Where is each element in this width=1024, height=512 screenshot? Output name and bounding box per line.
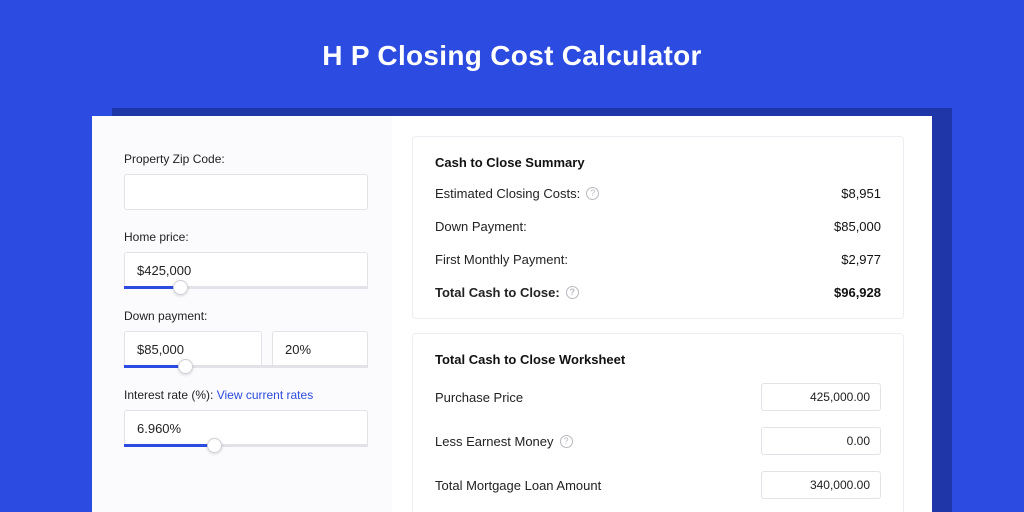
page-title: H P Closing Cost Calculator	[0, 0, 1024, 72]
slider-track	[124, 444, 368, 447]
worksheet-row-label: Total Mortgage Loan Amount	[435, 478, 601, 493]
slider-thumb[interactable]	[207, 438, 222, 453]
slider-fill	[124, 286, 178, 289]
summary-row-value: $96,928	[834, 285, 881, 300]
summary-row: First Monthly Payment: $2,977	[435, 252, 881, 267]
summary-row-label: First Monthly Payment:	[435, 252, 568, 267]
slider-fill	[124, 365, 183, 368]
home-price-field-group: Home price:	[124, 230, 368, 289]
interest-rate-field-group: Interest rate (%): View current rates	[124, 388, 368, 447]
results-column: Cash to Close Summary Estimated Closing …	[392, 116, 932, 512]
view-rates-link[interactable]: View current rates	[217, 388, 314, 402]
worksheet-row-input[interactable]	[761, 427, 881, 455]
page-background: H P Closing Cost Calculator Property Zip…	[0, 0, 1024, 512]
summary-row: Down Payment: $85,000	[435, 219, 881, 234]
worksheet-row: Purchase Price	[435, 383, 881, 411]
worksheet-row-label: Less Earnest Money?	[435, 434, 573, 449]
down-payment-percent-input[interactable]	[272, 331, 368, 367]
home-price-input[interactable]	[124, 252, 368, 288]
summary-row-label: Estimated Closing Costs:?	[435, 186, 599, 201]
summary-row-label: Total Cash to Close:?	[435, 285, 579, 300]
down-payment-row	[124, 331, 368, 367]
interest-rate-label: Interest rate (%): View current rates	[124, 388, 368, 402]
slider-track	[124, 365, 368, 368]
home-price-label: Home price:	[124, 230, 368, 244]
worksheet-row-input[interactable]	[761, 471, 881, 499]
summary-row: Total Cash to Close:? $96,928	[435, 285, 881, 300]
worksheet-row-input[interactable]	[761, 383, 881, 411]
summary-row-value: $85,000	[834, 219, 881, 234]
help-icon[interactable]: ?	[560, 435, 573, 448]
summary-row-label: Down Payment:	[435, 219, 527, 234]
help-icon[interactable]: ?	[566, 286, 579, 299]
summary-row: Estimated Closing Costs:? $8,951	[435, 186, 881, 201]
worksheet-card: Total Cash to Close Worksheet Purchase P…	[412, 333, 904, 512]
home-price-slider[interactable]	[124, 286, 368, 289]
worksheet-row: Total Mortgage Loan Amount	[435, 471, 881, 499]
interest-rate-slider[interactable]	[124, 444, 368, 447]
inputs-column: Property Zip Code: Home price: Down paym…	[92, 116, 392, 512]
calculator-card: Property Zip Code: Home price: Down paym…	[92, 116, 932, 512]
summary-title: Cash to Close Summary	[435, 155, 881, 170]
down-payment-label: Down payment:	[124, 309, 368, 323]
slider-thumb[interactable]	[173, 280, 188, 295]
down-payment-field-group: Down payment:	[124, 309, 368, 368]
down-payment-amount-input[interactable]	[124, 331, 262, 367]
interest-rate-label-text: Interest rate (%):	[124, 388, 217, 402]
worksheet-row: Less Earnest Money?	[435, 427, 881, 455]
zip-input[interactable]	[124, 174, 368, 210]
summary-card: Cash to Close Summary Estimated Closing …	[412, 136, 904, 319]
summary-row-value: $2,977	[841, 252, 881, 267]
worksheet-title: Total Cash to Close Worksheet	[435, 352, 881, 367]
worksheet-row-label: Purchase Price	[435, 390, 523, 405]
slider-track	[124, 286, 368, 289]
summary-row-value: $8,951	[841, 186, 881, 201]
zip-field-group: Property Zip Code:	[124, 152, 368, 210]
down-payment-slider[interactable]	[124, 365, 368, 368]
help-icon[interactable]: ?	[586, 187, 599, 200]
slider-fill	[124, 444, 212, 447]
zip-label: Property Zip Code:	[124, 152, 368, 166]
interest-rate-input[interactable]	[124, 410, 368, 446]
slider-thumb[interactable]	[178, 359, 193, 374]
